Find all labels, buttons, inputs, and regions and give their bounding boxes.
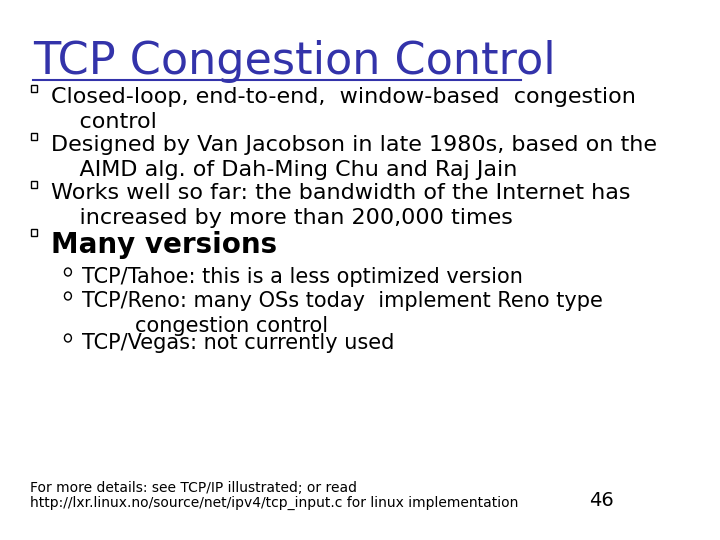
Text: Designed by Van Jacobson in late 1980s, based on the
    AIMD alg. of Dah-Ming C: Designed by Van Jacobson in late 1980s, … — [50, 135, 657, 180]
Text: Closed-loop, end-to-end,  window-based  congestion
    control: Closed-loop, end-to-end, window-based co… — [50, 87, 635, 132]
Text: TCP Congestion Control: TCP Congestion Control — [33, 40, 556, 83]
Text: 46: 46 — [589, 491, 614, 510]
Bar — [32, 85, 37, 92]
Bar — [32, 229, 37, 236]
Text: TCP/Vegas: not currently used: TCP/Vegas: not currently used — [82, 333, 395, 353]
Text: TCP/Reno: many OSs today  implement Reno type
        congestion control: TCP/Reno: many OSs today implement Reno … — [82, 291, 603, 336]
Bar — [32, 181, 37, 188]
Text: TCP/Tahoe: this is a less optimized version: TCP/Tahoe: this is a less optimized vers… — [82, 267, 523, 287]
Bar — [32, 133, 37, 140]
Text: For more details: see TCP/IP illustrated; or read: For more details: see TCP/IP illustrated… — [30, 481, 358, 495]
Text: Many versions: Many versions — [50, 231, 276, 259]
Text: http://lxr.linux.no/source/net/ipv4/tcp_input.c for linux implementation: http://lxr.linux.no/source/net/ipv4/tcp_… — [30, 496, 519, 510]
Text: Works well so far: the bandwidth of the Internet has
    increased by more than : Works well so far: the bandwidth of the … — [50, 183, 630, 228]
